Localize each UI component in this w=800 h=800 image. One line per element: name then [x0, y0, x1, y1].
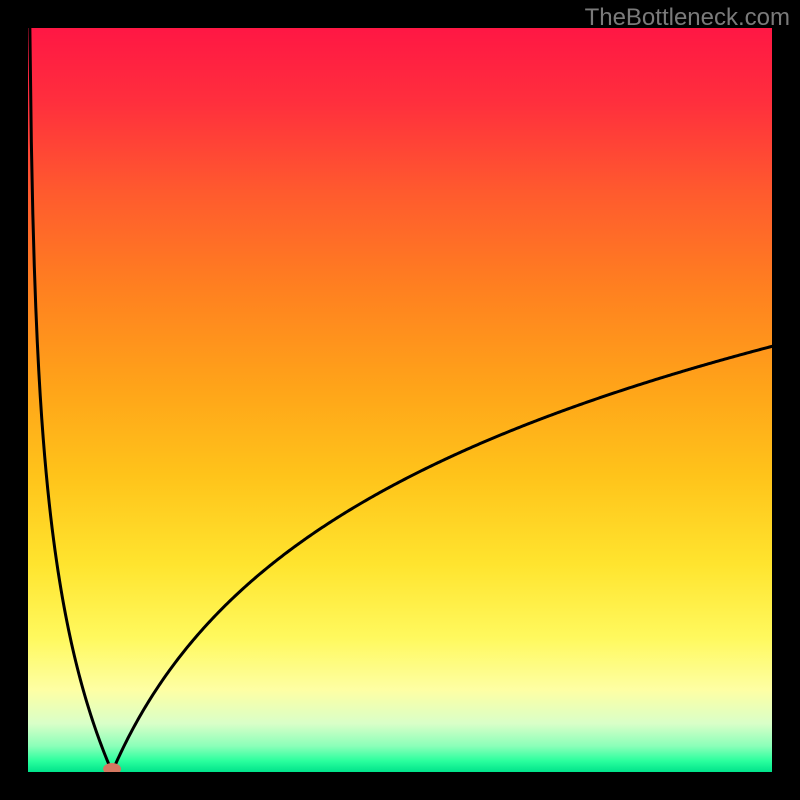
gradient-background: [28, 28, 772, 772]
plot-area: [28, 28, 772, 772]
chart-canvas: TheBottleneck.com: [0, 0, 800, 800]
watermark-text: TheBottleneck.com: [585, 4, 790, 32]
